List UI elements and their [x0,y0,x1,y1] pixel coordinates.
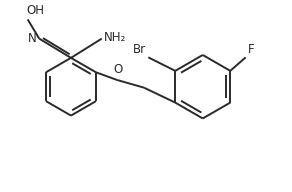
Text: OH: OH [27,3,45,17]
Text: F: F [248,43,254,56]
Text: O: O [114,63,123,76]
Text: Br: Br [133,43,146,56]
Text: NH₂: NH₂ [104,31,126,44]
Text: N: N [27,32,36,45]
